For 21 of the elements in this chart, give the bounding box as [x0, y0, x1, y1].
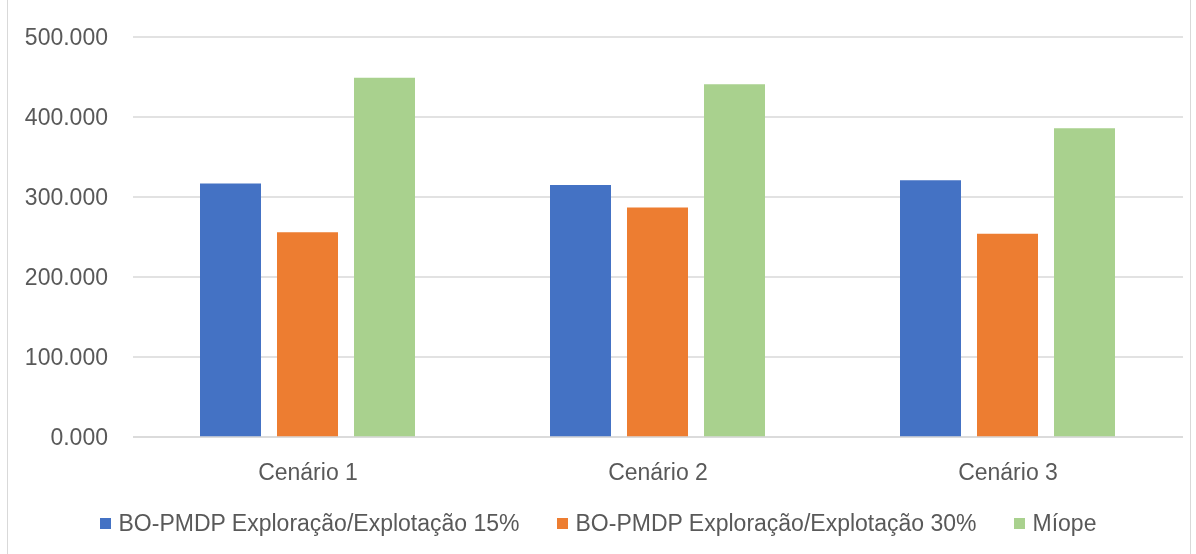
bar — [900, 180, 961, 437]
x-tick-label: Cenário 1 — [258, 459, 358, 486]
y-tick-label: 100.000 — [24, 344, 108, 371]
y-tick-label: 400.000 — [24, 104, 108, 131]
bar — [1054, 128, 1115, 437]
x-tick-label: Cenário 3 — [958, 459, 1058, 486]
y-tick-label: 300.000 — [24, 184, 108, 211]
legend-label: BO-PMDP Exploração/Explotação 15% — [118, 509, 520, 537]
legend-label: BO-PMDP Exploração/Explotação 30% — [575, 509, 977, 537]
y-tick-label: 500.000 — [24, 24, 108, 51]
bar — [277, 232, 338, 437]
bar — [704, 84, 765, 437]
legend-label: Míope — [1032, 509, 1097, 537]
bar — [200, 183, 261, 437]
y-tick-label: 200.000 — [24, 264, 108, 291]
bar — [627, 207, 688, 437]
y-tick-label: 0.000 — [50, 424, 108, 451]
x-tick-label: Cenário 2 — [608, 459, 708, 486]
bar — [977, 233, 1038, 437]
bar — [354, 77, 415, 437]
bar — [550, 185, 611, 437]
